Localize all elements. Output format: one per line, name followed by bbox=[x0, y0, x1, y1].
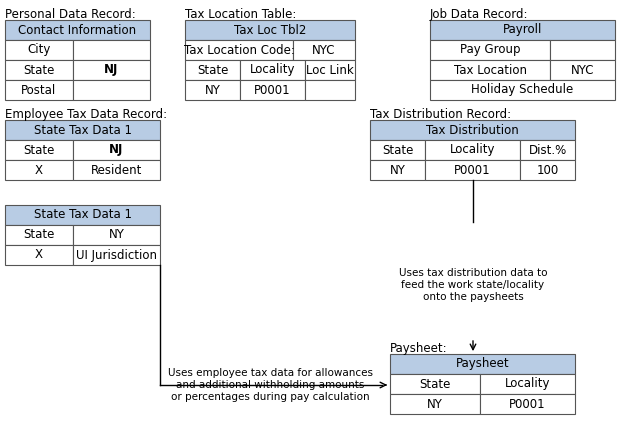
Text: Tax Location Code:: Tax Location Code: bbox=[184, 44, 295, 57]
Text: NJ: NJ bbox=[109, 143, 124, 156]
Text: State: State bbox=[23, 229, 55, 241]
Bar bbox=[240, 80, 305, 100]
Text: Tax Location: Tax Location bbox=[453, 64, 527, 76]
Bar bbox=[480, 374, 575, 394]
Text: NY: NY bbox=[427, 397, 443, 410]
Bar bbox=[73, 140, 160, 160]
Text: Paysheet: Paysheet bbox=[456, 358, 509, 371]
Text: 100: 100 bbox=[536, 163, 559, 177]
Text: NY: NY bbox=[204, 83, 221, 96]
Text: P0001: P0001 bbox=[509, 397, 546, 410]
Bar bbox=[5, 140, 73, 160]
Bar bbox=[240, 60, 305, 80]
Text: P0001: P0001 bbox=[454, 163, 491, 177]
Bar bbox=[390, 354, 575, 374]
Bar bbox=[185, 80, 240, 100]
Text: Job Data Record:: Job Data Record: bbox=[430, 8, 529, 21]
Text: NY: NY bbox=[389, 163, 406, 177]
Text: NYC: NYC bbox=[312, 44, 335, 57]
Bar bbox=[5, 40, 73, 60]
Bar bbox=[305, 80, 355, 100]
Text: State Tax Data 1: State Tax Data 1 bbox=[33, 209, 132, 222]
Bar bbox=[5, 160, 73, 180]
Text: Personal Data Record:: Personal Data Record: bbox=[5, 8, 136, 21]
Bar bbox=[73, 225, 160, 245]
Text: Payroll: Payroll bbox=[503, 23, 542, 36]
Text: Tax Distribution: Tax Distribution bbox=[426, 124, 519, 137]
Bar bbox=[520, 140, 575, 160]
Bar bbox=[550, 60, 615, 80]
Text: UI Jurisdiction: UI Jurisdiction bbox=[76, 248, 157, 261]
Text: State: State bbox=[382, 143, 413, 156]
Bar bbox=[390, 394, 480, 414]
Text: State Tax Data 1: State Tax Data 1 bbox=[33, 124, 132, 137]
Text: Resident: Resident bbox=[91, 163, 142, 177]
Text: Tax Loc Tbl2: Tax Loc Tbl2 bbox=[234, 23, 306, 36]
Text: P0001: P0001 bbox=[254, 83, 291, 96]
Text: Pay Group: Pay Group bbox=[460, 44, 520, 57]
Bar bbox=[73, 40, 150, 60]
Bar bbox=[370, 160, 425, 180]
Text: Contact Information: Contact Information bbox=[18, 23, 137, 36]
Bar bbox=[5, 225, 73, 245]
Text: State: State bbox=[23, 64, 55, 76]
Text: Employee Tax Data Record:: Employee Tax Data Record: bbox=[5, 108, 167, 121]
Bar bbox=[293, 40, 355, 60]
Text: Dist.%: Dist.% bbox=[529, 143, 567, 156]
Text: NJ: NJ bbox=[104, 64, 119, 76]
Bar bbox=[550, 40, 615, 60]
Bar bbox=[370, 120, 575, 140]
Text: Postal: Postal bbox=[21, 83, 56, 96]
Text: State: State bbox=[23, 143, 55, 156]
Bar bbox=[430, 20, 615, 40]
Bar bbox=[185, 40, 293, 60]
Bar bbox=[73, 60, 150, 80]
Text: City: City bbox=[28, 44, 51, 57]
Bar bbox=[73, 245, 160, 265]
Text: Tax Location Table:: Tax Location Table: bbox=[185, 8, 297, 21]
Bar bbox=[430, 60, 550, 80]
Bar bbox=[305, 60, 355, 80]
Text: X: X bbox=[35, 163, 43, 177]
Bar bbox=[430, 80, 615, 100]
Text: Tax Distribution Record:: Tax Distribution Record: bbox=[370, 108, 511, 121]
Bar bbox=[73, 80, 150, 100]
Bar bbox=[390, 374, 480, 394]
Text: Uses tax distribution data to
feed the work state/locality
onto the paysheets: Uses tax distribution data to feed the w… bbox=[399, 268, 547, 302]
Bar bbox=[480, 394, 575, 414]
Text: Locality: Locality bbox=[505, 378, 551, 391]
Bar bbox=[370, 140, 425, 160]
Bar bbox=[520, 160, 575, 180]
Bar bbox=[430, 40, 550, 60]
Bar bbox=[5, 20, 150, 40]
Bar bbox=[185, 20, 355, 40]
Text: Locality: Locality bbox=[250, 64, 295, 76]
Text: Holiday Schedule: Holiday Schedule bbox=[472, 83, 574, 96]
Bar bbox=[5, 245, 73, 265]
Text: Locality: Locality bbox=[450, 143, 495, 156]
Text: State: State bbox=[419, 378, 451, 391]
Text: Loc Link: Loc Link bbox=[306, 64, 354, 76]
Bar bbox=[425, 160, 520, 180]
Bar bbox=[5, 80, 73, 100]
Bar bbox=[185, 60, 240, 80]
Bar bbox=[5, 205, 160, 225]
Bar bbox=[425, 140, 520, 160]
Bar bbox=[5, 60, 73, 80]
Text: X: X bbox=[35, 248, 43, 261]
Text: Uses employee tax data for allowances
and additional withholding amounts
or perc: Uses employee tax data for allowances an… bbox=[167, 368, 372, 402]
Text: State: State bbox=[197, 64, 228, 76]
Text: Paysheet:: Paysheet: bbox=[390, 342, 448, 355]
Bar bbox=[73, 160, 160, 180]
Text: NYC: NYC bbox=[571, 64, 594, 76]
Text: NY: NY bbox=[108, 229, 124, 241]
Bar bbox=[5, 120, 160, 140]
